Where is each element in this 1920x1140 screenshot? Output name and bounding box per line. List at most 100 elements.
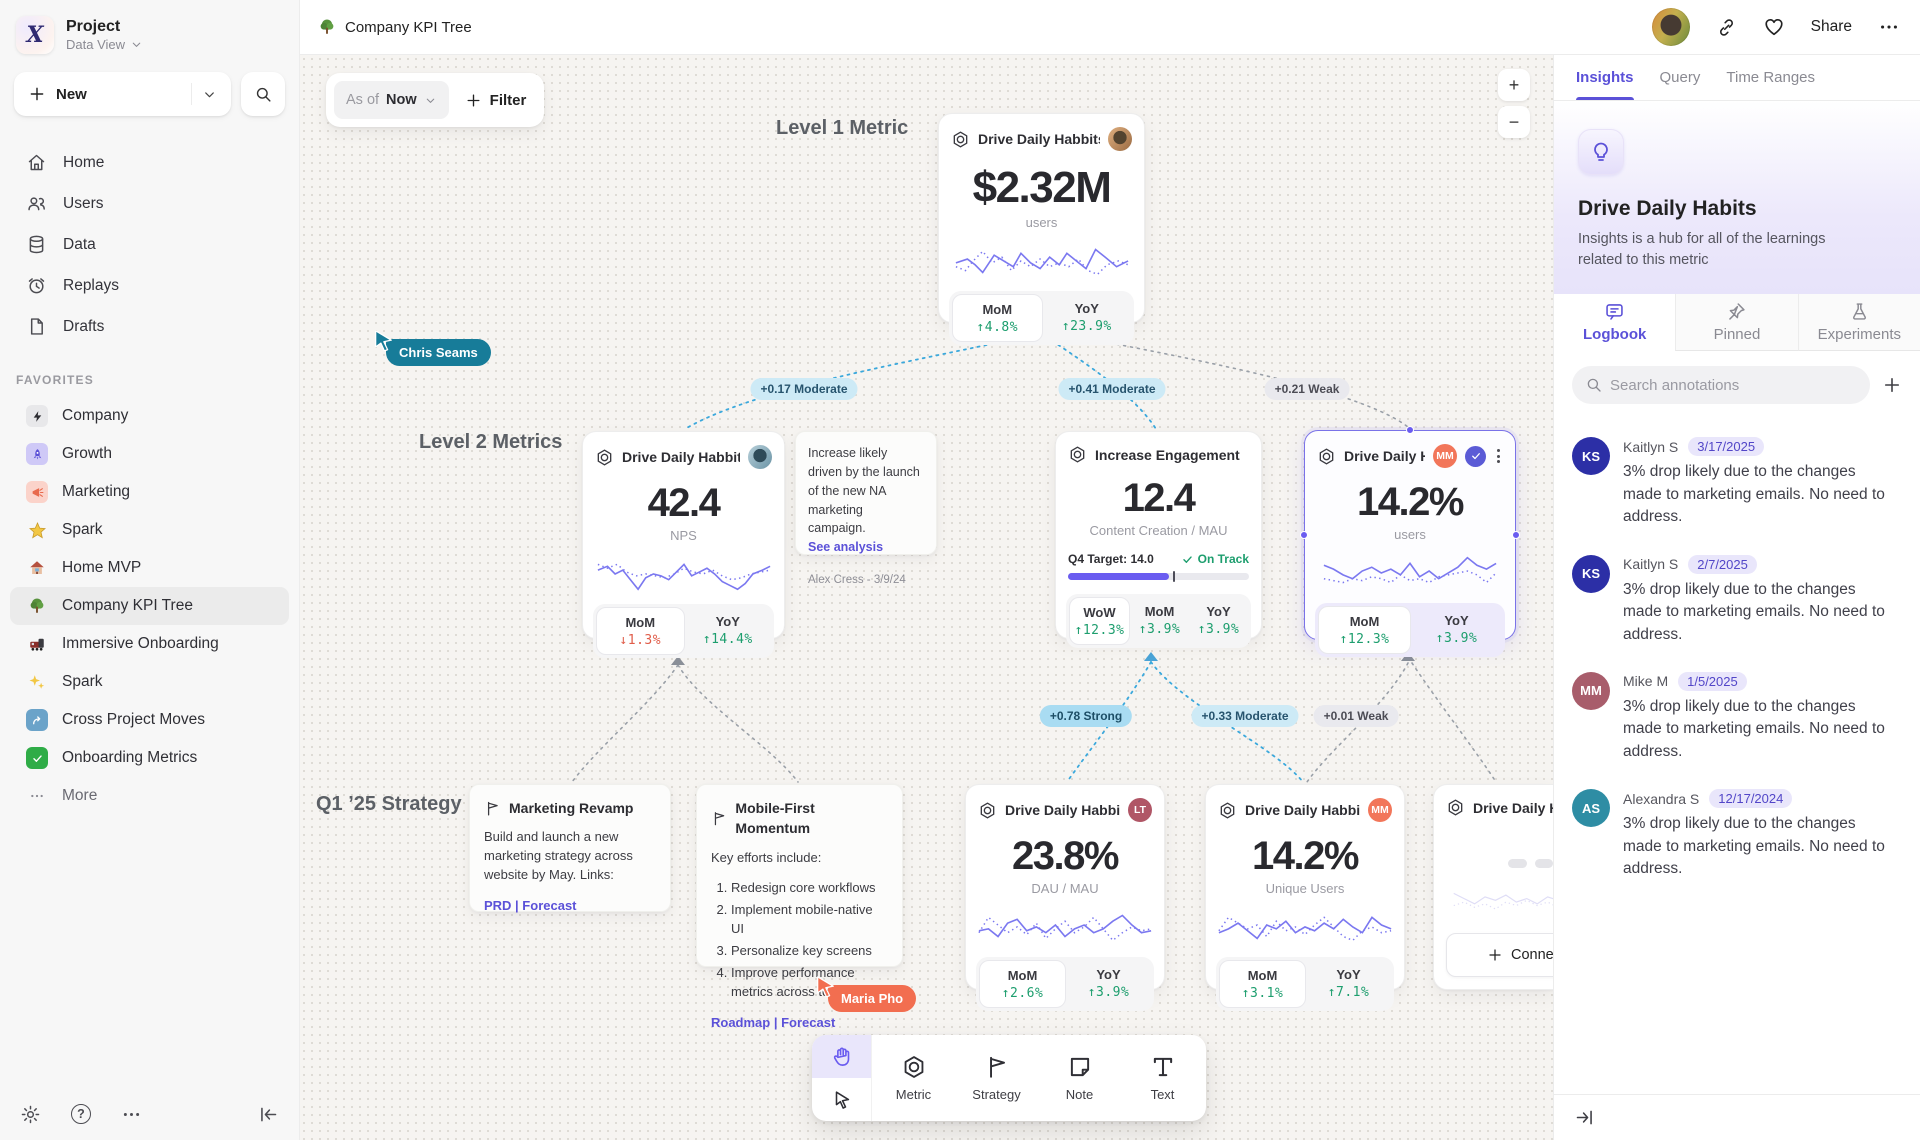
subtab-logbook[interactable]: Logbook: [1554, 294, 1676, 352]
stat-mom[interactable]: MoM ↑3.9%: [1130, 597, 1189, 645]
document-title[interactable]: Company KPI Tree: [318, 18, 472, 36]
metric-card-level1[interactable]: Drive Daily Habbits $2.32M users MoM ↑4.…: [938, 113, 1145, 345]
collapse-sidebar-icon[interactable]: [258, 1104, 279, 1125]
favorite-cross-project-moves[interactable]: Cross Project Moves: [10, 701, 289, 739]
favorite-immersive-onboarding[interactable]: Immersive Onboarding: [10, 625, 289, 663]
edge-label[interactable]: +0.01 Weak: [1313, 705, 1399, 727]
edge-label[interactable]: +0.21 Weak: [1264, 378, 1350, 400]
stat-yoy[interactable]: YoY ↑14.4%: [685, 607, 772, 655]
tab-time-ranges[interactable]: Time Ranges: [1726, 69, 1816, 86]
annotation-date-badge[interactable]: 12/17/2024: [1709, 789, 1793, 809]
selection-handle[interactable]: [1300, 531, 1308, 539]
owner-badge[interactable]: LT: [1128, 798, 1152, 822]
sidebar-item-home[interactable]: Home: [0, 142, 299, 183]
strategy-links[interactable]: Roadmap | Forecast: [711, 1014, 836, 1030]
tab-query[interactable]: Query: [1659, 69, 1701, 86]
owner-badge[interactable]: MM: [1368, 798, 1392, 822]
add-annotation-icon[interactable]: [1882, 375, 1902, 395]
new-button[interactable]: New: [14, 72, 231, 116]
hand-tool-button[interactable]: [812, 1035, 871, 1078]
select-tool-button[interactable]: [812, 1078, 871, 1121]
user-avatar[interactable]: [1651, 8, 1690, 46]
annotation-date-badge[interactable]: 2/7/2025: [1688, 554, 1757, 574]
subtab-experiments[interactable]: Experiments: [1797, 294, 1920, 352]
tool-note[interactable]: Note: [1038, 1035, 1121, 1121]
annotation-date-badge[interactable]: 1/5/2025: [1678, 671, 1747, 691]
project-switcher[interactable]: X Project Data View: [0, 0, 299, 62]
edge-label[interactable]: +0.33 Moderate: [1191, 705, 1299, 727]
strategy-links[interactable]: PRD | Forecast: [484, 897, 577, 913]
annotation-item[interactable]: KS Kaitlyn S 3/17/2025 3% drop likely du…: [1554, 424, 1916, 541]
annotation-date-badge[interactable]: 3/17/2025: [1688, 437, 1765, 457]
sidebar-item-data[interactable]: Data: [0, 224, 299, 265]
strategy-card-mobile-first[interactable]: Mobile-First Momentum Key efforts includ…: [696, 784, 903, 1030]
edge-anchor[interactable]: [671, 656, 685, 665]
stat-yoy[interactable]: YoY ↑3.9%: [1189, 597, 1248, 645]
sidebar-item-users[interactable]: Users: [0, 183, 299, 224]
sidebar-item-drafts[interactable]: Drafts: [0, 306, 299, 347]
annotation-item[interactable]: AS Alexandra S 12/17/2024 3% drop likely…: [1554, 776, 1916, 893]
selection-handle[interactable]: [1406, 426, 1414, 434]
tool-strategy[interactable]: Strategy: [955, 1035, 1038, 1121]
edge-label[interactable]: +0.78 Strong: [1039, 705, 1133, 727]
favorite-company[interactable]: Company: [10, 397, 289, 435]
share-button[interactable]: Share: [1810, 18, 1852, 35]
stat-yoy[interactable]: YoY ↑7.1%: [1306, 960, 1391, 1008]
annotation-item[interactable]: MM Mike M 1/5/2025 3% drop likely due to…: [1554, 659, 1916, 776]
more-menu-icon[interactable]: [1878, 16, 1900, 38]
tool-metric[interactable]: Metric: [872, 1035, 955, 1121]
tab-insights[interactable]: Insights: [1576, 55, 1634, 100]
stat-yoy[interactable]: YoY ↑23.9%: [1043, 294, 1132, 342]
stat-wow[interactable]: WoW ↑12.3%: [1069, 597, 1130, 645]
help-icon[interactable]: ?: [71, 1104, 91, 1124]
metric-card-unique-users[interactable]: Drive Daily Habbits MM 14.2% Unique User…: [1205, 784, 1405, 1011]
as-of-selector[interactable]: As of Now: [334, 81, 449, 119]
add-filter-button[interactable]: Filter: [465, 92, 526, 109]
metric-card-selected[interactable]: Drive Daily Habb.. MM 14.2% users MoM ↑1…: [1304, 430, 1516, 657]
zoom-in-button[interactable]: +: [1498, 69, 1530, 101]
see-analysis-link[interactable]: See analysis: [808, 540, 884, 555]
sidebar-search-button[interactable]: [241, 72, 285, 116]
favorite-onboarding-metrics[interactable]: Onboarding Metrics: [10, 739, 289, 777]
edge-label[interactable]: +0.41 Moderate: [1058, 378, 1166, 400]
more-options-icon[interactable]: [121, 1104, 142, 1125]
favorite-growth[interactable]: Growth: [10, 435, 289, 473]
data-view-selector[interactable]: Data View: [66, 37, 143, 52]
selection-handle[interactable]: [1512, 531, 1520, 539]
metric-card-skeleton[interactable]: Drive Daily Hab Connect: [1433, 784, 1553, 990]
owner-avatar[interactable]: [1108, 127, 1132, 151]
kpi-tree-canvas[interactable]: As of Now Filter + − Level 1 Metric Leve…: [300, 55, 1553, 1140]
metric-card-dau-mau[interactable]: Drive Daily Habbits LT 23.8% DAU / MAU M…: [965, 784, 1165, 1011]
sidebar-item-replays[interactable]: Replays: [0, 265, 299, 306]
favorite-company-kpi-tree[interactable]: Company KPI Tree: [10, 587, 289, 625]
stat-yoy[interactable]: YoY ↑3.9%: [1066, 960, 1151, 1008]
strategy-card-marketing-revamp[interactable]: Marketing Revamp Build and launch a new …: [469, 784, 671, 913]
favorite-spark-2[interactable]: Spark: [10, 663, 289, 701]
settings-gear-icon[interactable]: [20, 1104, 41, 1125]
stat-mom[interactable]: MoM ↑2.6%: [979, 960, 1066, 1008]
annotation-item[interactable]: KS Kaitlyn S 2/7/2025 3% drop likely due…: [1554, 542, 1916, 659]
owner-badge[interactable]: MM: [1433, 444, 1457, 468]
stat-mom[interactable]: MoM ↑4.8%: [952, 294, 1043, 342]
stat-mom[interactable]: MoM ↑12.3%: [1318, 606, 1411, 654]
connect-metric-button[interactable]: Connect: [1446, 933, 1553, 977]
favorite-home-mvp[interactable]: Home MVP: [10, 549, 289, 587]
card-menu-icon[interactable]: [1494, 447, 1503, 465]
metric-card-nps[interactable]: Drive Daily Habbits 42.4 NPS MoM ↓1.3% Y…: [582, 431, 785, 658]
favorite-spark[interactable]: Spark: [10, 511, 289, 549]
stat-mom[interactable]: MoM ↓1.3%: [596, 607, 685, 655]
annotation-search-input[interactable]: [1572, 366, 1870, 405]
collapse-panel-icon[interactable]: [1574, 1107, 1595, 1128]
canvas-note-analysis[interactable]: Increase likely driven by the launch of …: [795, 431, 937, 586]
favorites-more[interactable]: More: [10, 777, 289, 815]
edge-anchor[interactable]: [1144, 652, 1158, 661]
metric-card-engagement[interactable]: Increase Engagement 12.4 Content Creatio…: [1055, 431, 1262, 648]
owner-avatar[interactable]: [748, 445, 772, 469]
stat-mom[interactable]: MoM ↑3.1%: [1219, 960, 1306, 1008]
favorite-marketing[interactable]: Marketing: [10, 473, 289, 511]
stat-yoy[interactable]: YoY ↑3.9%: [1411, 606, 1502, 654]
favorite-heart-icon[interactable]: [1763, 16, 1785, 38]
chevron-down-icon[interactable]: [202, 87, 217, 102]
tool-text[interactable]: Text: [1121, 1035, 1204, 1121]
subtab-pinned[interactable]: Pinned: [1675, 294, 1798, 352]
